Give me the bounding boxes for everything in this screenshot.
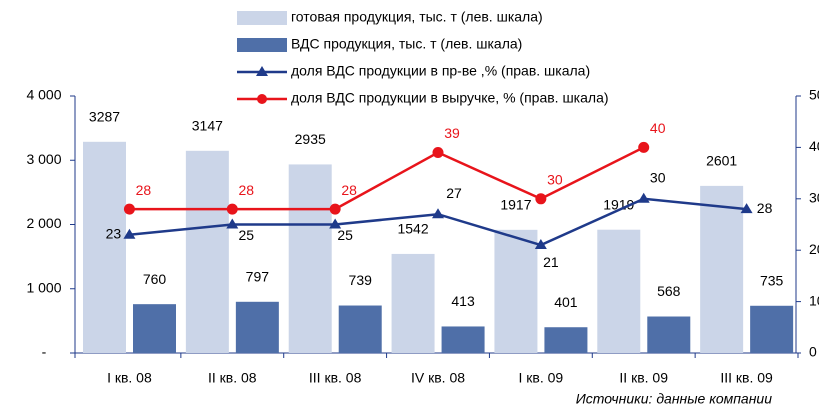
y-tick-label: - [42, 344, 47, 360]
y2-tick-label: 10 [809, 292, 819, 308]
bar [597, 229, 641, 353]
line-marker [123, 203, 135, 215]
bar [338, 305, 382, 353]
bar-value-label: 413 [451, 293, 475, 309]
legend-label: готовая продукция, тыс. т (лев. шкала) [291, 9, 543, 25]
bar [441, 326, 485, 353]
x-tick-label: I кв. 09 [519, 370, 564, 386]
x-tick-label: I кв. 08 [107, 370, 152, 386]
bar [750, 305, 794, 353]
x-tick-label: II кв. 08 [208, 370, 257, 386]
x-tick-label: III кв. 09 [720, 370, 773, 386]
bar [544, 327, 588, 353]
bar [288, 164, 332, 353]
bar [235, 301, 279, 353]
bar-value-label: 3147 [192, 118, 223, 134]
line-marker [432, 147, 444, 159]
line-value-label: 30 [547, 172, 563, 188]
line-value-label: 28 [136, 182, 152, 198]
bar [185, 150, 229, 353]
line-marker [329, 218, 342, 229]
x-tick-label: IV кв. 08 [411, 370, 465, 386]
bar [700, 185, 744, 353]
line-marker [226, 203, 238, 215]
bar-value-label: 797 [246, 268, 270, 284]
line-value-label: 28 [341, 182, 357, 198]
bar-value-label: 2601 [706, 153, 737, 169]
line-marker [638, 141, 650, 153]
x-tick-label: II кв. 09 [619, 370, 668, 386]
y2-tick-label: 0 [809, 344, 817, 360]
y2-tick-label: 40 [809, 138, 819, 154]
line-value-label: 30 [650, 170, 666, 186]
line-value-label: 23 [106, 225, 122, 241]
bar [391, 253, 435, 353]
legend-swatch [237, 11, 287, 25]
bar [83, 141, 126, 353]
bar-value-label: 1542 [397, 221, 428, 237]
line [129, 146, 645, 211]
legend-label: доля ВДС продукции в выручке, % (прав. ш… [291, 90, 609, 106]
bar-value-label: 735 [760, 272, 784, 288]
line-value-label: 28 [238, 182, 254, 198]
line-value-label: 27 [446, 185, 462, 201]
bar-value-label: 401 [554, 294, 578, 310]
line-marker [226, 218, 239, 229]
line-marker [535, 193, 547, 205]
y2-tick-label: 20 [809, 241, 819, 257]
legend-label: доля ВДС продукции в пр-ве ,% (прав. шка… [291, 63, 590, 79]
bar-value-label: 2935 [295, 131, 326, 147]
y2-tick-label: 50 [809, 87, 819, 103]
line-marker [740, 203, 753, 214]
bar [494, 229, 538, 353]
line-marker [637, 192, 650, 203]
bar [647, 316, 691, 353]
bar-value-label: 739 [349, 272, 373, 288]
y-tick-label: 1 000 [26, 279, 61, 295]
legend-label: ВДС продукция, тыс. т (лев. шкала) [291, 36, 522, 52]
bar [133, 304, 176, 353]
line-marker [432, 208, 444, 219]
y2-tick-label: 30 [809, 190, 819, 206]
bar-value-label: 3287 [89, 109, 120, 125]
source-note: Источники: данные компании [576, 391, 772, 407]
line-value-label: 25 [238, 227, 254, 243]
bar-value-label: 1919 [603, 196, 634, 212]
x-tick-label: III кв. 08 [309, 370, 362, 386]
y-tick-label: 3 000 [26, 151, 61, 167]
y-tick-label: 2 000 [26, 215, 61, 231]
line-value-label: 39 [444, 125, 460, 141]
line-marker [534, 239, 547, 250]
line-value-label: 40 [650, 120, 666, 136]
y-tick-label: 4 000 [26, 87, 61, 103]
legend-marker [257, 94, 267, 104]
bar-value-label: 1917 [500, 197, 531, 213]
legend-swatch [237, 38, 287, 52]
line-value-label: 28 [757, 200, 773, 216]
line-value-label: 21 [543, 254, 559, 270]
line-marker [123, 228, 136, 239]
legend-marker [256, 66, 268, 76]
line-value-label: 25 [337, 227, 353, 243]
line-marker [329, 203, 341, 215]
bar-value-label: 568 [657, 283, 681, 299]
bar-value-label: 760 [143, 271, 167, 287]
